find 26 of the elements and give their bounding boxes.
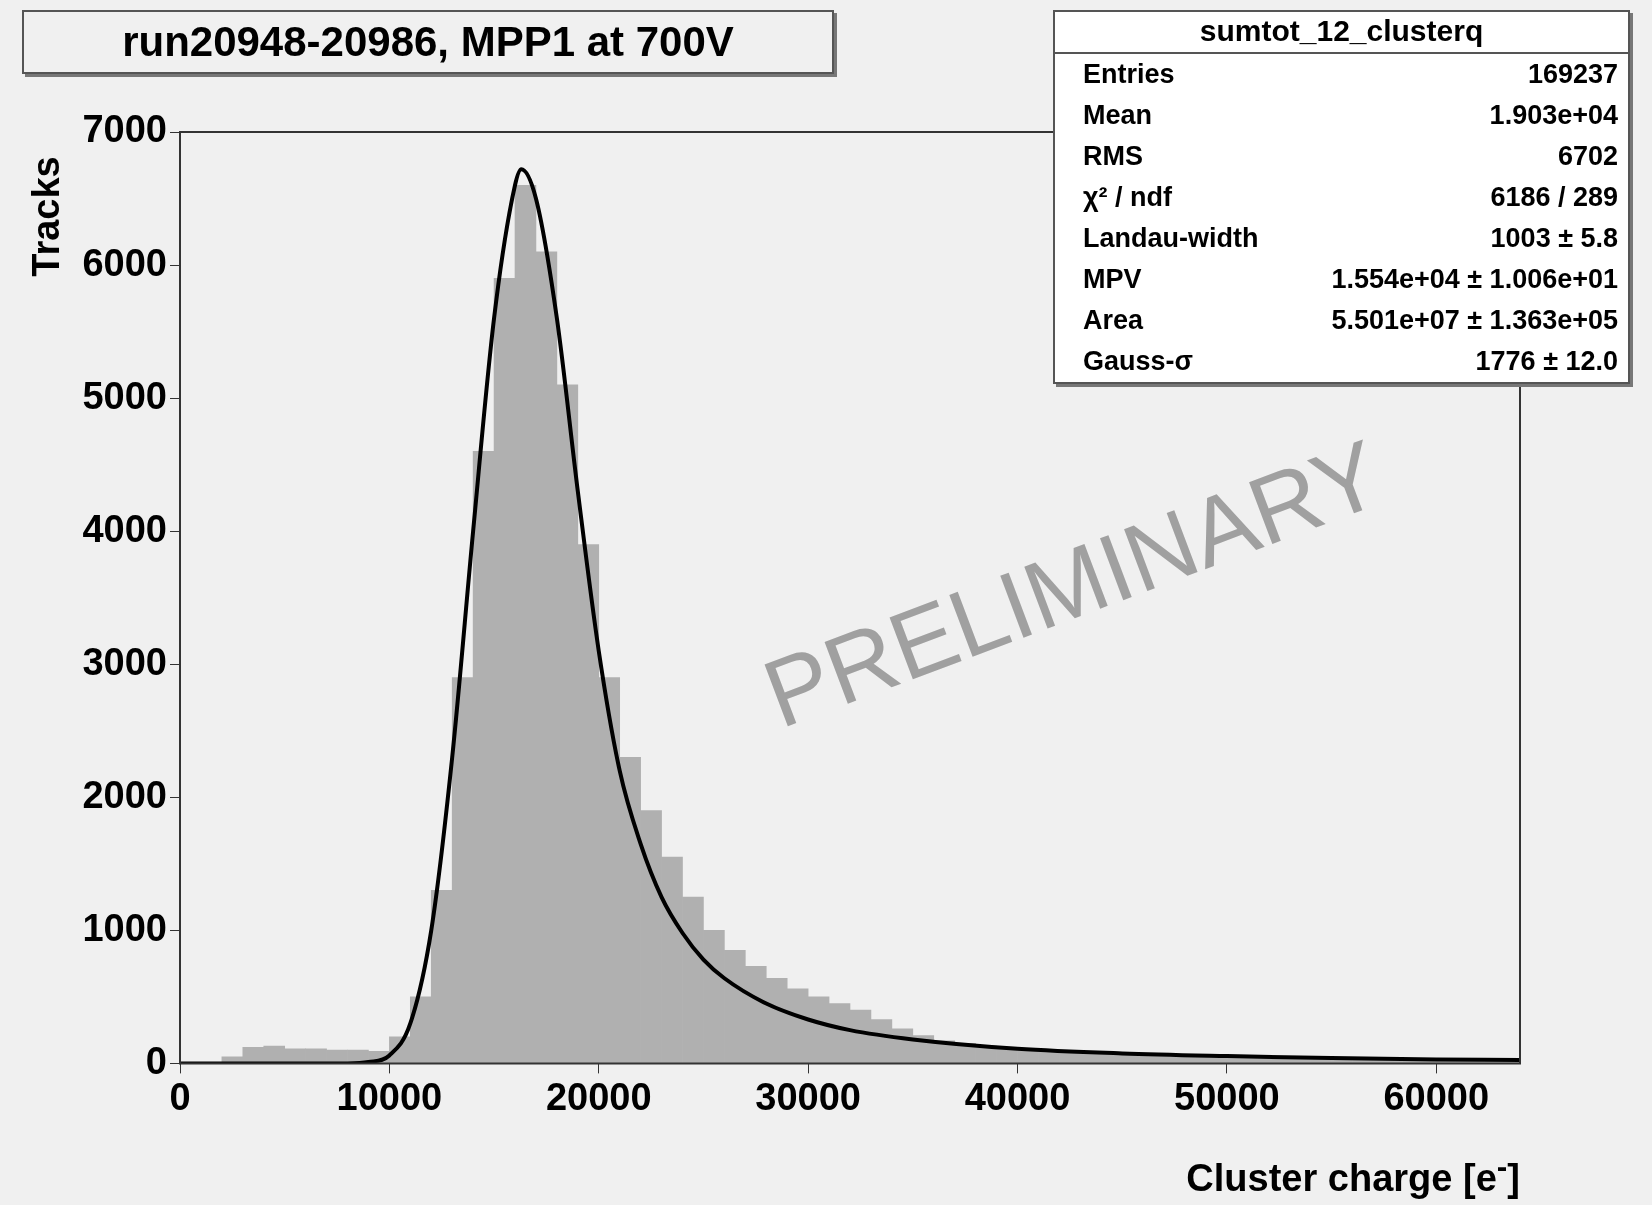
- text: Gauss-σ 1776 ± 12.0: [1083, 346, 1618, 376]
- x-tick-label: 60000: [1383, 1075, 1490, 1118]
- chart-title: run20948-20986, MPP1 at 700V: [22, 10, 834, 74]
- text: χ² / ndf 6186 / 289: [1083, 182, 1618, 212]
- y-tick-label: 5000: [82, 374, 167, 417]
- y-tick-label: 7000: [82, 108, 167, 151]
- text: Landau-width 1003 ± 5.8: [1083, 223, 1618, 253]
- y-tick-label: 3000: [82, 640, 167, 683]
- y-tick-label: 2000: [82, 773, 167, 816]
- x-tick-label: 10000: [336, 1075, 443, 1118]
- text: RMS 6702: [1083, 141, 1618, 171]
- y-tick-label: 0: [145, 1039, 167, 1082]
- y-axis-title: Tracks: [24, 156, 68, 277]
- text: sumtot_12_clusterq: [1055, 12, 1628, 54]
- text: Area 5.501e+07 ± 1.363e+05: [1083, 305, 1618, 335]
- text: MPV 1.554e+04 ± 1.006e+01: [1083, 264, 1618, 294]
- y-tick-label: 1000: [82, 906, 167, 949]
- y-tick-label: 6000: [82, 241, 167, 284]
- x-tick-label: 20000: [545, 1075, 652, 1118]
- x-tick-label: 50000: [1174, 1075, 1280, 1118]
- x-tick-label: 30000: [755, 1075, 861, 1118]
- text: Mean 1.903e+04: [1083, 100, 1618, 130]
- text: Entries 169237: [1083, 59, 1618, 89]
- x-axis-title: Cluster charge [e$^{-}$]: [1186, 1148, 1520, 1200]
- x-tick-label: 40000: [964, 1075, 1071, 1118]
- y-tick-label: 4000: [82, 507, 167, 550]
